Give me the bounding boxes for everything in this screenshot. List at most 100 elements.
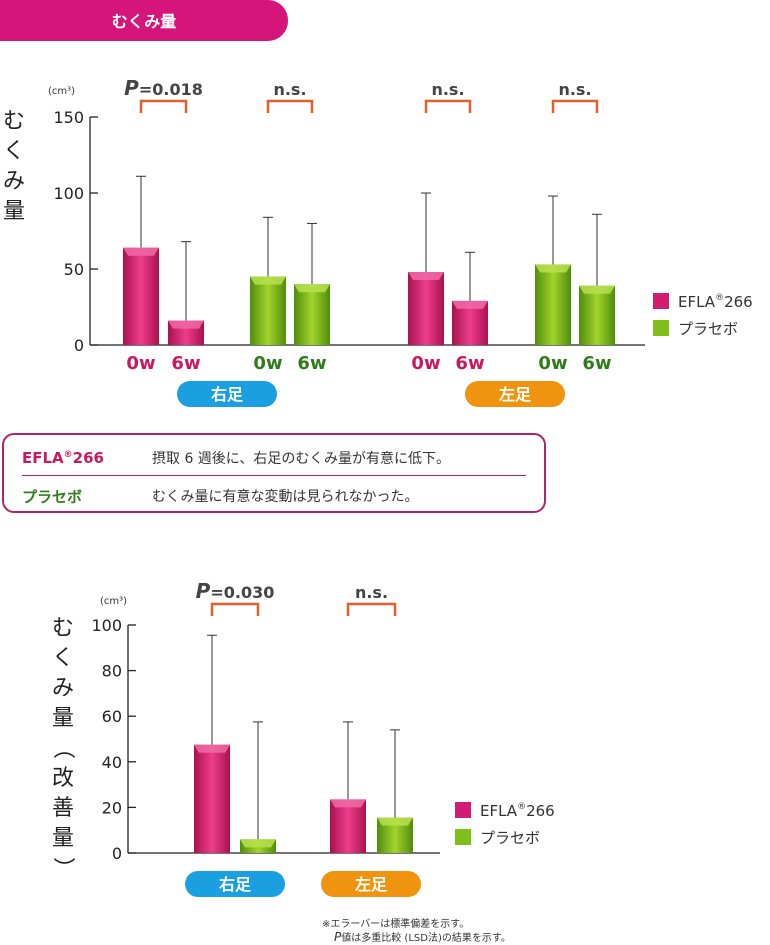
bracket-line (210, 602, 260, 616)
chart2-group-pills: 右足 左足 (185, 871, 421, 897)
header-title: むくみ量 (112, 12, 177, 31)
y-tick-label: 20 (102, 798, 122, 817)
bar-body (408, 272, 444, 345)
summary-efla-text: 摂取 6 週後に、右足のむくみ量が有意に低下。 (152, 451, 450, 467)
bracket-line (266, 99, 314, 113)
bar-top-bevel (168, 320, 204, 329)
bracket-line (139, 99, 188, 113)
x-tick-label: 0w (538, 353, 567, 374)
pill-bg (321, 871, 421, 897)
bar-efla (452, 251, 488, 345)
ylabel-char: 量 (52, 706, 74, 731)
footnote-line2: P値は多重比較 (LSD法)の結果を示す。 (334, 930, 511, 944)
chart1-xlabels: 0w 6w 0w 6w 0w 6w 0w 6w (126, 353, 611, 374)
significance-bracket: n.s. (424, 80, 472, 113)
summary-box: EFLA®266 摂取 6 週後に、右足のむくみ量が有意に低下。 プラセボ むく… (2, 433, 546, 513)
bar-efla (123, 175, 159, 345)
ylabel-char: く (52, 646, 74, 671)
chart2-unit: (cm³) (100, 596, 127, 607)
p-value: =0.030 (210, 583, 274, 602)
bar-top-bevel (452, 300, 488, 309)
y-tick-label: 100 (91, 616, 122, 635)
summary-placebo-name: プラセボ (22, 487, 83, 506)
ylabel-char: 改 (52, 766, 74, 791)
bar-placebo (579, 213, 615, 345)
y-tick-label: 40 (102, 753, 122, 772)
bar-efla (194, 634, 230, 853)
chart1-significance: P=0.018 n.s. n.s. n.s. (124, 76, 599, 113)
chart2-significance: P=0.030 n.s. (196, 579, 397, 616)
chart1-unit: (cm³) (48, 86, 75, 97)
bar-efla (408, 192, 444, 345)
legend2-efla-label: EFLA®266 (480, 802, 555, 820)
summary-row-efla: EFLA®266 摂取 6 週後に、右足のむくみ量が有意に低下。 (22, 441, 526, 476)
significance-bracket: P=0.030 (196, 579, 275, 616)
bar-top-bevel (294, 284, 330, 293)
y-tick-label: 150 (53, 108, 84, 127)
bracket-line (424, 99, 472, 113)
group-pill-left: 左足 (321, 871, 421, 897)
significance-bracket: n.s. (551, 80, 599, 113)
bracket-line (346, 602, 397, 616)
x-tick-label: 6w (582, 353, 611, 374)
pill-label: 左足 (498, 385, 532, 404)
bar-placebo (294, 222, 330, 345)
x-tick-label: 0w (411, 353, 440, 374)
ylabel-char: む (52, 616, 74, 641)
chart-edema-volume: (cm³) むくみ量 0 50 100 150 P=0.018 n.s. n.s. n.s.… (3, 76, 753, 407)
group-pill-left: 左足 (465, 381, 565, 407)
footnote-line1: ※エラーバーは標準偏差を示す。 (322, 917, 469, 930)
ylabel-char: む (3, 109, 25, 134)
pill-label: 右足 (211, 385, 244, 404)
y-tick-label: 80 (102, 662, 122, 681)
y-tick-label: 100 (53, 184, 84, 203)
significance-bracket: P=0.018 (124, 76, 203, 113)
bar-placebo (535, 195, 571, 345)
significance-bracket: n.s. (266, 80, 314, 113)
chart1-ylabel: むくみ量 (3, 109, 25, 224)
chart2-legend: EFLA®266 プラセボ (455, 802, 555, 847)
significance-label: n.s. (431, 80, 464, 99)
significance-label: P=0.018 (124, 76, 203, 100)
p-symbol: P (196, 579, 211, 603)
summary-placebo-text: むくみ量に有意な変動は見られなかった。 (152, 489, 419, 505)
group-pill-right: 右足 (185, 871, 285, 897)
y-tick-label: 0 (112, 844, 122, 863)
ylabel-char: 量 (3, 199, 25, 224)
chart1-legend: EFLA®266 プラセボ (653, 293, 753, 338)
ylabel-char: み (52, 676, 74, 701)
significance-label: P=0.030 (196, 579, 275, 603)
pill-bg (177, 381, 277, 407)
bar-placebo (240, 721, 276, 853)
bar-body (330, 799, 366, 853)
bar-top-bevel (535, 264, 571, 273)
header-pill: むくみ量 (0, 0, 289, 42)
legend1-placebo-swatch (653, 320, 669, 336)
bar-efla (168, 241, 204, 345)
pill-label: 左足 (354, 875, 388, 894)
x-tick-label: 0w (126, 353, 155, 374)
significance-label: n.s. (273, 80, 306, 99)
y-tick-label: 0 (74, 336, 84, 355)
ylabel-char: み (3, 169, 25, 194)
chart2-axis: 0 20 40 60 80 100 (91, 616, 440, 863)
chart1-bars (123, 175, 615, 345)
bracket-line (551, 99, 599, 113)
bar-placebo (250, 216, 286, 345)
significance-bracket: n.s. (346, 583, 397, 616)
bar-top-bevel (240, 839, 276, 848)
significance-label: n.s. (355, 583, 388, 602)
bar-body (579, 285, 615, 345)
legend2-placebo-label: プラセボ (480, 829, 540, 847)
x-tick-label: 6w (297, 353, 326, 374)
bar-top-bevel (330, 799, 366, 808)
p-value: =0.018 (139, 80, 203, 99)
chart2-bars (194, 634, 413, 853)
ylabel-char: 善 (52, 796, 74, 821)
y-tick-label: 60 (102, 707, 122, 726)
bar-top-bevel (377, 817, 413, 826)
ylabel-char: ） (50, 857, 75, 879)
summary-efla-name: EFLA®266 (22, 449, 104, 467)
